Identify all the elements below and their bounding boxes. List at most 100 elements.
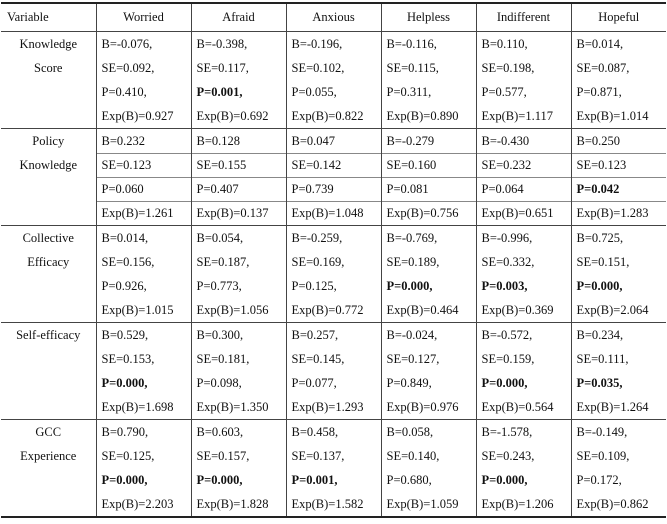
header-cell: Indifferent — [475, 3, 571, 32]
variable-cell: Self-efficacy — [1, 322, 96, 420]
stat-line: SE=0.092, — [101, 61, 155, 75]
stat-cell: B=0.054, SE=0.187, P=0.773, Exp(B)=1.056 — [190, 225, 286, 323]
stat-cell: B=0.047 SE=0.142 P=0.739 Exp(B)=1.048 — [285, 128, 381, 226]
header-cell: Hopeful — [570, 3, 666, 32]
stat-line: SE=0.159, — [481, 352, 535, 366]
stat-line: P=0.077, — [291, 376, 337, 390]
stat-line: Exp(B)=0.137 — [191, 201, 286, 225]
variable-text: Efficacy — [27, 255, 70, 269]
header-cell: Helpless — [380, 3, 476, 32]
stat-line: P=0.003, — [481, 279, 528, 293]
stat-line: B=-0.279 — [386, 134, 435, 148]
stat-line: B=-0.398, — [196, 37, 248, 51]
stat-cell: B=0.058, SE=0.140, P=0.680, Exp(B)=1.059 — [380, 419, 476, 518]
variable-cell: Collective Efficacy — [1, 225, 96, 323]
stat-line: P=0.042 — [571, 177, 666, 201]
stat-line: P=0.000, — [481, 376, 528, 390]
stat-line: SE=0.123 — [571, 153, 666, 177]
stat-line: B=0.300, — [196, 328, 244, 342]
stat-line: SE=0.187, — [196, 255, 250, 269]
header-cell: Anxious — [285, 3, 381, 32]
stat-line: Exp(B)=1.293 — [291, 400, 364, 414]
stat-line: Exp(B)=1.828 — [196, 497, 269, 511]
stat-line: B=-0.769, — [386, 231, 438, 245]
header-cell: Afraid — [190, 3, 286, 32]
stat-line: P=0.000, — [101, 473, 148, 487]
stat-line: SE=0.232 — [476, 153, 571, 177]
stat-cell: B=0.603, SE=0.157, P=0.000, Exp(B)=1.828 — [190, 419, 286, 518]
table-row: GCC Experience B=0.790, SE=0.125, P=0.000, Ex… — [1, 419, 666, 518]
stat-line: SE=0.102, — [291, 61, 345, 75]
stat-line: Exp(B)=2.064 — [576, 303, 649, 317]
stat-line: B=0.790, — [101, 425, 149, 439]
stat-line: B=-0.430 — [481, 134, 530, 148]
stat-line: Exp(B)=1.014 — [576, 109, 649, 123]
variable-cell: Policy Knowledge — [1, 128, 96, 226]
stat-cell: B=-1.578, SE=0.243, P=0.000, Exp(B)=1.206 — [475, 419, 571, 518]
stat-line: B=-0.149, — [576, 425, 628, 439]
stat-cell: B=-0.572, SE=0.159, P=0.000, Exp(B)=0.564 — [475, 322, 571, 420]
stat-line: SE=0.109, — [576, 449, 630, 463]
stat-cell: B=0.725, SE=0.151, P=0.000, Exp(B)=2.064 — [570, 225, 666, 323]
stat-line: Exp(B)=1.056 — [196, 303, 269, 317]
stat-line: P=0.926, — [101, 279, 147, 293]
stat-line: B=0.047 — [291, 134, 336, 148]
variable-text: GCC — [35, 425, 62, 439]
stat-line: SE=0.140, — [386, 449, 440, 463]
stat-line: SE=0.160 — [381, 153, 476, 177]
stat-line: P=0.081 — [381, 177, 476, 201]
stat-line: SE=0.155 — [191, 153, 286, 177]
stat-cell: B=-0.769, SE=0.189, P=0.000, Exp(B)=0.464 — [380, 225, 476, 323]
stat-line: Exp(B)=1.698 — [101, 400, 174, 414]
stat-line: B=0.128 — [196, 134, 241, 148]
stat-line: SE=0.151, — [576, 255, 630, 269]
stat-cell: B=-0.279 SE=0.160 P=0.081 Exp(B)=0.756 — [380, 128, 476, 226]
stat-line: Exp(B)=0.927 — [101, 109, 174, 123]
stat-line: B=0.232 — [101, 134, 146, 148]
stat-line: Exp(B)=0.756 — [381, 201, 476, 225]
stat-cell: B=0.128 SE=0.155 P=0.407 Exp(B)=0.137 — [190, 128, 286, 226]
stat-cell: B=0.014, SE=0.087, P=0.871, Exp(B)=1.014 — [570, 31, 666, 129]
stat-line: P=0.000, — [386, 279, 433, 293]
header-cell: Worried — [95, 3, 191, 32]
stat-cell: B=-0.076, SE=0.092, P=0.410, Exp(B)=0.927 — [95, 31, 191, 129]
stat-line: B=-1.578, — [481, 425, 533, 439]
stat-cell: B=0.250 SE=0.123 P=0.042 Exp(B)=1.283 — [570, 128, 666, 226]
stat-line: Exp(B)=1.264 — [576, 400, 649, 414]
stat-cell: B=-0.196, SE=0.102, P=0.055, Exp(B)=0.822 — [285, 31, 381, 129]
stat-line: SE=0.145, — [291, 352, 345, 366]
stat-line: P=0.000, — [196, 473, 243, 487]
stat-line: Exp(B)=0.976 — [386, 400, 459, 414]
table-row: Knowledge Score B=-0.076, SE=0.092, P=0.410,… — [1, 31, 666, 129]
stat-line: SE=0.189, — [386, 255, 440, 269]
stat-line: B=0.234, — [576, 328, 624, 342]
stat-line: P=0.000, — [576, 279, 623, 293]
variable-text: Experience — [20, 449, 77, 463]
stat-line: Exp(B)=0.890 — [386, 109, 459, 123]
stat-line: SE=0.156, — [101, 255, 155, 269]
stat-line: B=-0.196, — [291, 37, 343, 51]
stat-line: P=0.035, — [576, 376, 623, 390]
stat-line: B=0.058, — [386, 425, 434, 439]
header-cell: Variable — [1, 3, 96, 32]
stat-cell: B=0.232 SE=0.123 P=0.060 Exp(B)=1.261 — [95, 128, 191, 226]
stat-line: P=0.172, — [576, 473, 622, 487]
stat-line: SE=0.169, — [291, 255, 345, 269]
stat-line: B=0.725, — [576, 231, 624, 245]
stat-line: B=0.250 — [576, 134, 621, 148]
stat-line: SE=0.243, — [481, 449, 535, 463]
stat-line: P=0.680, — [386, 473, 432, 487]
table-body: Knowledge Score B=-0.076, SE=0.092, P=0.410,… — [1, 31, 666, 518]
stat-line: SE=0.123 — [96, 153, 191, 177]
stat-line: P=0.125, — [291, 279, 337, 293]
stat-line: P=0.064 — [476, 177, 571, 201]
stat-line: B=-0.076, — [101, 37, 153, 51]
stat-line: P=0.849, — [386, 376, 432, 390]
stat-cell: B=0.234, SE=0.111, P=0.035, Exp(B)=1.264 — [570, 322, 666, 420]
stat-line: B=0.054, — [196, 231, 244, 245]
stat-line: P=0.000, — [481, 473, 528, 487]
stat-line: Exp(B)=0.772 — [291, 303, 364, 317]
header-row: Variable Worried Afraid Anxious Helpless Indi… — [1, 3, 666, 32]
